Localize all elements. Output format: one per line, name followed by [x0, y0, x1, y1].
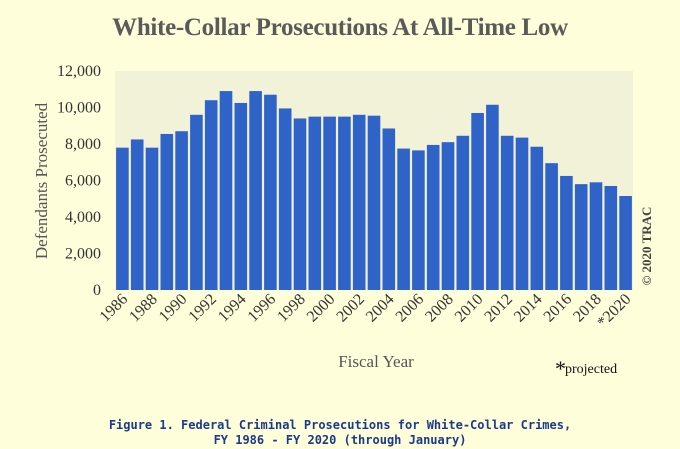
- projected-note-label: projected: [565, 362, 617, 377]
- x-tick-label: 1990: [156, 291, 191, 326]
- bar-1990: [175, 131, 188, 290]
- bar-2008: [441, 142, 455, 290]
- x-tick-label: 2016: [541, 291, 576, 326]
- bar-1998: [293, 118, 307, 290]
- chart-title: White-Collar Prosecutions At All-Time Lo…: [112, 14, 568, 41]
- x-tick-label: 2008: [422, 291, 457, 326]
- bar-2013: [515, 137, 529, 290]
- y-tick-label: 0: [93, 282, 101, 299]
- projected-note-asterisk: *: [555, 356, 566, 381]
- x-tick-label: 2004: [363, 291, 398, 326]
- bar-2018: [589, 182, 603, 290]
- bar-2012: [500, 135, 514, 290]
- y-tick-label: 2,000: [65, 246, 101, 263]
- x-tick-label: 2002: [333, 291, 368, 326]
- caption-line-2: FY 1986 - FY 2020 (through January): [213, 433, 467, 447]
- x-tick-label: 2000: [304, 291, 339, 326]
- y-axis-label: Defendants Prosecuted: [32, 102, 51, 259]
- y-tick-label: 4,000: [65, 209, 101, 226]
- x-tick-label: 1992: [185, 291, 220, 326]
- x-axis-label: Fiscal Year: [338, 352, 414, 371]
- bar-1995: [249, 91, 262, 290]
- bar-2016: [560, 175, 573, 290]
- y-axis-ticks: 0 2,000 4,000 6,000 8,000 10,000 12,000: [57, 63, 101, 299]
- bar-2015: [545, 163, 558, 290]
- bar-1987: [130, 139, 144, 290]
- bar-2000: [323, 116, 336, 291]
- bar-2005: [397, 148, 410, 290]
- bar-2010: [471, 112, 484, 290]
- bar-1997: [278, 108, 292, 290]
- bar-1993: [219, 91, 233, 290]
- bar-2003: [367, 115, 381, 291]
- x-tick-label: 1986: [97, 291, 132, 326]
- bar-2001: [338, 116, 351, 291]
- bar-1986: [116, 147, 129, 290]
- y-tick-label: 10,000: [57, 100, 101, 117]
- bar-2019: [604, 185, 618, 290]
- x-tick-label: 2006: [393, 291, 428, 326]
- bar-2002: [352, 114, 366, 290]
- y-tick-label: 12,000: [57, 63, 101, 80]
- x-tick-label: *2020: [594, 291, 634, 331]
- x-tick-label: 1988: [126, 291, 161, 326]
- x-tick-label: 1994: [215, 291, 250, 326]
- caption-line-1: Figure 1. Federal Criminal Prosecutions …: [108, 418, 572, 432]
- bar-series: [116, 91, 632, 291]
- bar-2017: [574, 184, 588, 290]
- y-tick-label: 6,000: [65, 173, 101, 190]
- bar-2007: [426, 144, 440, 290]
- bar-1989: [160, 133, 174, 290]
- bar-1999: [308, 116, 322, 291]
- bar-1988: [145, 147, 159, 290]
- copyright-notice: © 2020 TRAC: [639, 207, 654, 286]
- bar-2004: [382, 128, 396, 290]
- bar-2011: [486, 104, 499, 290]
- x-axis-ticks: 1986198819901992199419961998200020022004…: [97, 291, 635, 331]
- x-tick-label: 2012: [481, 291, 516, 326]
- bar-2006: [412, 150, 425, 290]
- y-tick-label: 8,000: [65, 136, 101, 153]
- bar-1991: [190, 114, 203, 290]
- x-tick-label: 1996: [245, 291, 280, 326]
- bar-1994: [234, 102, 248, 290]
- bar-1996: [264, 94, 277, 290]
- bar-2009: [456, 135, 470, 290]
- bar-1992: [204, 100, 218, 290]
- x-tick-label: 1998: [274, 291, 309, 326]
- x-tick-label: 2010: [452, 291, 487, 326]
- bar-2014: [530, 146, 544, 290]
- bar-2020: [619, 196, 632, 290]
- figure-caption: Figure 1. Federal Criminal Prosecutions …: [0, 418, 680, 448]
- x-tick-label: 2014: [511, 291, 546, 326]
